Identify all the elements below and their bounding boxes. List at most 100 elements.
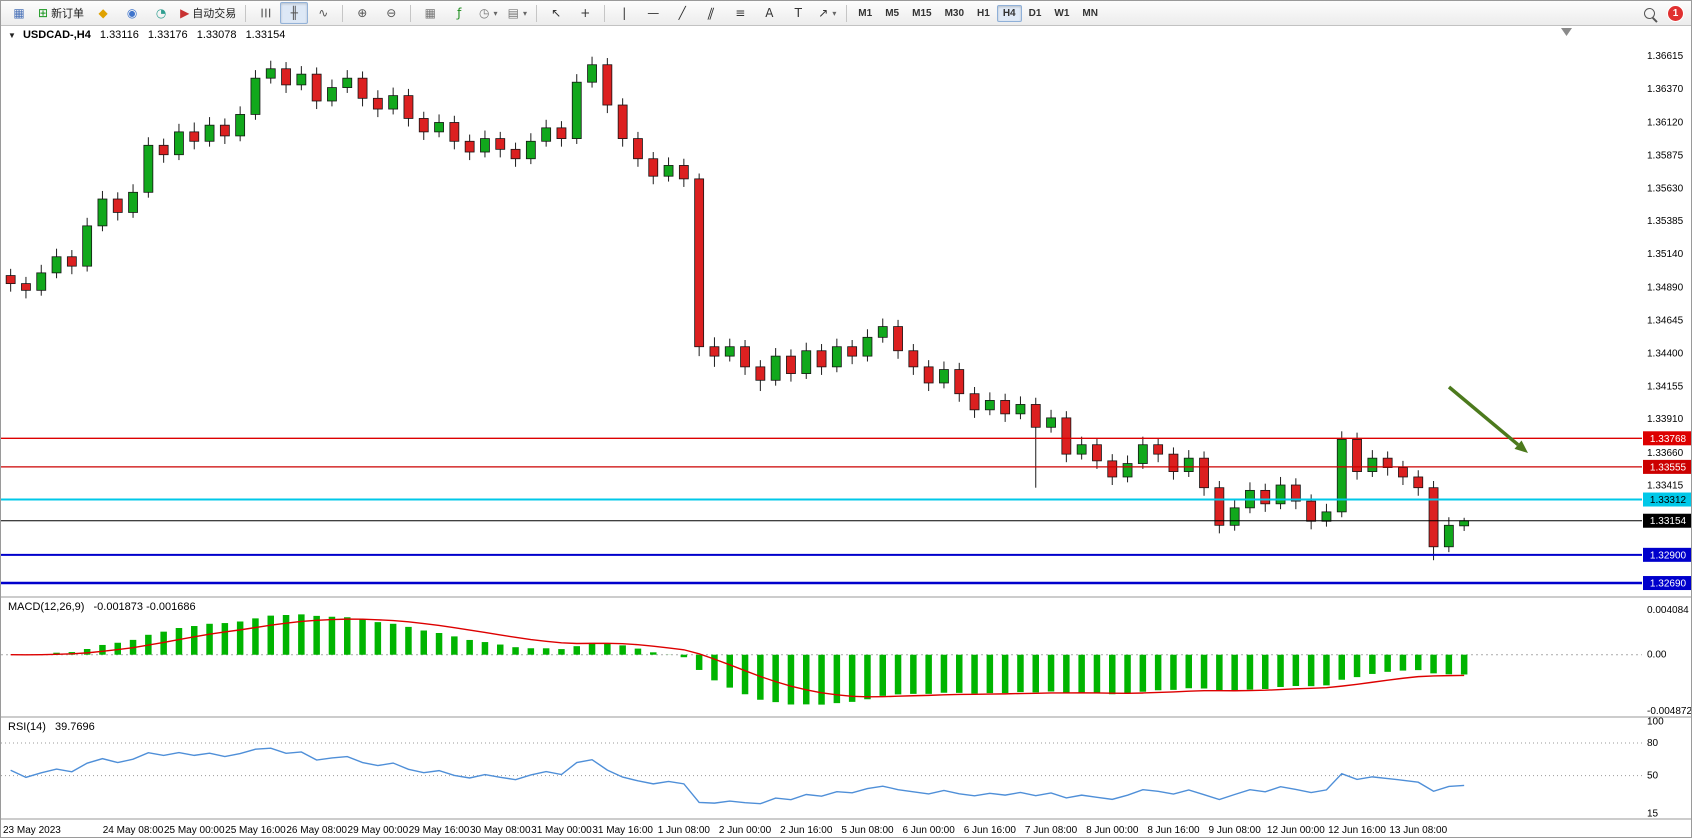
svg-text:1.34400: 1.34400 — [1647, 348, 1684, 359]
symbol-period-label: USDCAD-,H4 — [22, 29, 91, 41]
periods-dropdown[interactable]: ◷ ▾ — [474, 2, 502, 24]
rsi-name: RSI(14) — [8, 721, 46, 733]
svg-text:100: 100 — [1647, 716, 1664, 727]
timeframe-m30-button[interactable]: M30 — [944, 7, 965, 19]
timeframe-m5-button[interactable]: M5 — [885, 7, 900, 19]
templates-dropdown[interactable]: ▤ ▾ — [503, 2, 531, 24]
candlestick-chart-button[interactable]: ╫ — [280, 2, 309, 24]
svg-text:1.36370: 1.36370 — [1647, 84, 1684, 95]
market-watch-button[interactable]: ◉ — [118, 2, 146, 24]
timeframe-m1-button[interactable]: M1 — [858, 7, 873, 19]
svg-text:29 May 00:00: 29 May 00:00 — [348, 825, 409, 836]
horizontal-line-button[interactable]: — — [639, 2, 667, 24]
trendline-button[interactable]: ╱ — [668, 2, 696, 24]
macd-header: MACD(12,26,9) -0.001873 -0.001686 — [8, 601, 196, 613]
svg-text:15: 15 — [1647, 809, 1659, 820]
toolbar: ▦ ⊞ 新订单 ◆ ◉ ◔ ▶ 自动交易 ☰ ╫ ∿ ⊕ ⊖ ▦ ƒ ◷ ▾ ▤ ▾ ↖ + | — ╱ ∥ ≡ A T ↗ ▾ M1 M5 M… — [1, 1, 1691, 26]
svg-text:2 Jun 00:00: 2 Jun 00:00 — [719, 825, 772, 836]
svg-text:2 Jun 16:00: 2 Jun 16:00 — [780, 825, 833, 836]
new-order-button-label: 新订单 — [51, 8, 85, 20]
chevron-down-icon: ▾ — [493, 8, 498, 18]
arrows-dropdown[interactable]: ↗ ▾ — [813, 2, 841, 24]
timeframe-d1-button[interactable]: D1 — [1028, 7, 1042, 19]
macd-signal-line — [10, 618, 1465, 698]
candlestick-chart-icon: ╫ — [290, 6, 298, 20]
search-button[interactable] — [1635, 2, 1663, 24]
new-chart-button[interactable]: ▦ — [5, 2, 33, 24]
svg-text:24 May 08:00: 24 May 08:00 — [103, 825, 164, 836]
time-axis[interactable]: 23 May 2023 24 May 08:00 25 May 00:00 25 Ma… — [3, 825, 1448, 836]
crosshair-icon: + — [580, 6, 591, 20]
zoom-out-button[interactable]: ⊖ — [377, 2, 405, 24]
notification-badge[interactable]: 1 — [1667, 4, 1684, 22]
svg-text:1.32690: 1.32690 — [1650, 579, 1687, 590]
macd-panel: 0.004084 0.00 -0.004872 — [1, 605, 1692, 717]
svg-text:1.32900: 1.32900 — [1650, 550, 1687, 561]
zoom-in-icon: ⊕ — [357, 6, 368, 20]
channel-button[interactable]: ∥ — [697, 2, 725, 24]
new-order-button[interactable]: ⊞ 新订单 — [34, 2, 88, 24]
text-button[interactable]: A — [755, 2, 783, 24]
timeframe-m15-button[interactable]: M15 — [912, 7, 932, 19]
fibonacci-icon: ≡ — [735, 6, 746, 20]
timeframe-w1-button[interactable]: W1 — [1054, 7, 1070, 19]
timeframe-h1-button[interactable]: H1 — [977, 7, 990, 19]
timeframe-mn-button[interactable]: MN — [1082, 7, 1098, 19]
search-icon — [1643, 7, 1655, 19]
cursor-icon: ↖ — [551, 6, 562, 20]
tile-windows-icon: ▦ — [424, 6, 436, 20]
price-line-1.32900[interactable]: 1.32900 — [1, 547, 1692, 562]
ohlc-open: 1.33116 — [99, 29, 139, 41]
svg-text:31 May 16:00: 31 May 16:00 — [592, 825, 653, 836]
svg-text:-0.004872: -0.004872 — [1647, 706, 1692, 717]
svg-text:1.36120: 1.36120 — [1647, 117, 1684, 128]
vertical-line-button[interactable]: | — [610, 2, 638, 24]
svg-text:0.004084: 0.004084 — [1647, 605, 1689, 616]
mql-editor-button[interactable]: ◆ — [89, 2, 117, 24]
fibonacci-button[interactable]: ≡ — [726, 2, 754, 24]
auto-trading-button-label: 自动交易 — [192, 8, 237, 20]
svg-text:1.36615: 1.36615 — [1647, 51, 1684, 62]
price-line-1.32690[interactable]: 1.32690 — [1, 576, 1692, 591]
toolbar-separator — [846, 4, 848, 22]
trend-arrow[interactable] — [1447, 385, 1528, 453]
svg-text:50: 50 — [1647, 771, 1659, 782]
label-button[interactable]: T — [784, 2, 812, 24]
auto-trading-button[interactable]: ▶ 自动交易 — [176, 2, 240, 24]
timeframe-h4-button[interactable]: H4 — [996, 4, 1022, 22]
svg-text:1.35140: 1.35140 — [1647, 249, 1684, 260]
label-icon: T — [794, 6, 802, 20]
tile-windows-button[interactable]: ▦ — [416, 2, 444, 24]
svg-text:1.33312: 1.33312 — [1650, 495, 1687, 506]
svg-text:12 Jun 16:00: 12 Jun 16:00 — [1328, 825, 1386, 836]
text-icon: A — [765, 6, 774, 20]
svg-text:6 Jun 00:00: 6 Jun 00:00 — [903, 825, 956, 836]
svg-text:30 May 08:00: 30 May 08:00 — [470, 825, 531, 836]
price-line-1.33555[interactable]: 1.33555 — [1, 459, 1692, 474]
svg-text:1.34645: 1.34645 — [1647, 316, 1684, 327]
svg-text:1.33768: 1.33768 — [1650, 434, 1687, 445]
toolbar-separator — [410, 4, 412, 22]
svg-text:31 May 00:00: 31 May 00:00 — [531, 825, 592, 836]
price-badge — [1643, 513, 1691, 528]
indicators-button[interactable]: ƒ — [445, 2, 473, 24]
arrows-icon: ↗ — [818, 6, 829, 20]
svg-text:1.34890: 1.34890 — [1647, 283, 1684, 294]
toolbar-separator — [342, 4, 344, 22]
chart-shift-marker[interactable] — [1561, 28, 1572, 36]
bar-chart-button[interactable]: ☰ — [251, 2, 279, 24]
price-axis[interactable]: 1.36615 1.36370 1.36120 1.35875 1.35630 1.353… — [1647, 51, 1684, 492]
price-line-1.33154[interactable]: 1.33154 — [1, 513, 1692, 528]
chart-menu-icon[interactable]: ▼ — [8, 31, 16, 40]
indicators-icon: ƒ — [457, 6, 462, 20]
svg-text:0.00: 0.00 — [1647, 650, 1667, 661]
price-line-1.33312[interactable]: 1.33312 — [1, 492, 1692, 507]
price-line-1.33768[interactable]: 1.33768 — [1, 431, 1692, 446]
svg-text:9 Jun 08:00: 9 Jun 08:00 — [1209, 825, 1262, 836]
zoom-in-button[interactable]: ⊕ — [348, 2, 376, 24]
strategy-tester-button[interactable]: ◔ — [147, 2, 175, 24]
cursor-button[interactable]: ↖ — [542, 2, 570, 24]
price-badge — [1643, 492, 1691, 507]
crosshair-button[interactable]: + — [571, 2, 599, 24]
line-chart-button[interactable]: ∿ — [309, 2, 337, 24]
